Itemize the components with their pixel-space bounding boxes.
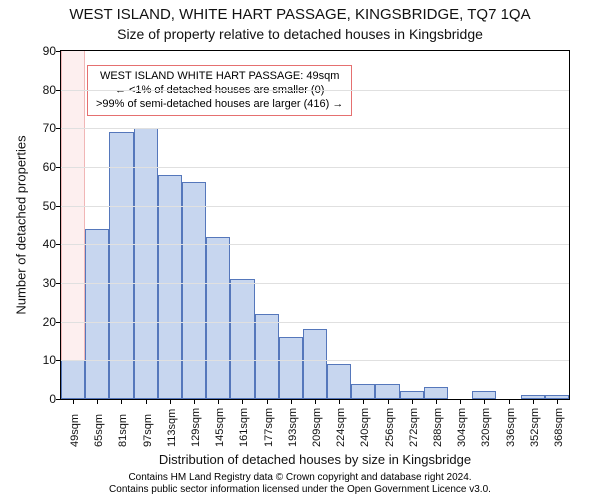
highlight-band: [61, 51, 85, 399]
bar: [255, 314, 279, 399]
bar: [279, 337, 303, 399]
xtick-mark: [291, 399, 292, 404]
gridline: [61, 128, 569, 129]
xtick-mark: [388, 399, 389, 404]
xtick-label: 65sqm: [93, 414, 105, 447]
ytick-label: 0: [26, 392, 56, 406]
bar: [206, 237, 230, 399]
xtick-mark: [73, 399, 74, 404]
bar: [351, 384, 375, 399]
annotation-line: WEST ISLAND WHITE HART PASSAGE: 49sqm: [96, 70, 343, 84]
bar: [85, 229, 109, 399]
ytick-label: 70: [26, 121, 56, 135]
plot-area: Number of detached properties Distributi…: [60, 50, 570, 400]
footer-line: Contains HM Land Registry data © Crown c…: [0, 472, 600, 484]
xtick-label: 224sqm: [335, 408, 347, 447]
bar: [61, 360, 85, 399]
bar: [158, 175, 182, 399]
gridline: [61, 206, 569, 207]
xtick-label: 272sqm: [408, 408, 420, 447]
ytick-mark: [56, 167, 61, 168]
xtick-mark: [267, 399, 268, 404]
chart-container: WEST ISLAND, WHITE HART PASSAGE, KINGSBR…: [0, 0, 600, 500]
ytick-mark: [56, 128, 61, 129]
xtick-label: 113sqm: [166, 409, 178, 447]
page-title-line1: WEST ISLAND, WHITE HART PASSAGE, KINGSBR…: [0, 6, 600, 23]
ytick-mark: [56, 206, 61, 207]
ytick-label: 30: [26, 276, 56, 290]
xtick-mark: [533, 399, 534, 404]
xtick-label: 81sqm: [117, 414, 129, 447]
page-title-line2: Size of property relative to detached ho…: [0, 26, 600, 42]
xtick-mark: [509, 399, 510, 404]
footer-caption: Contains HM Land Registry data © Crown c…: [0, 472, 600, 496]
xtick-label: 209sqm: [311, 408, 323, 447]
xtick-label: 352sqm: [529, 408, 541, 447]
bar: [303, 329, 327, 399]
xtick-label: 145sqm: [214, 408, 226, 447]
ytick-mark: [56, 322, 61, 323]
xtick-label: 304sqm: [456, 408, 468, 447]
xtick-label: 49sqm: [69, 414, 81, 447]
xtick-mark: [484, 399, 485, 404]
xtick-mark: [218, 399, 219, 404]
bar: [327, 364, 351, 399]
xtick-label: 240sqm: [359, 408, 371, 447]
ytick-label: 90: [26, 44, 56, 58]
xtick-label: 336sqm: [505, 408, 517, 447]
ytick-label: 40: [26, 237, 56, 251]
ytick-label: 60: [26, 160, 56, 174]
xtick-label: 97sqm: [142, 414, 154, 447]
ytick-label: 80: [26, 83, 56, 97]
ytick-mark: [56, 283, 61, 284]
bar: [109, 132, 133, 399]
ytick-mark: [56, 244, 61, 245]
footer-line: Contains public sector information licen…: [0, 484, 600, 496]
xtick-label: 320sqm: [480, 408, 492, 447]
xtick-label: 193sqm: [287, 408, 299, 447]
xtick-mark: [170, 399, 171, 404]
ytick-mark: [56, 90, 61, 91]
x-axis-label: Distribution of detached houses by size …: [61, 452, 569, 467]
gridline: [61, 90, 569, 91]
xtick-label: 256sqm: [384, 408, 396, 447]
bar: [472, 391, 496, 399]
xtick-label: 368sqm: [553, 408, 565, 447]
ytick-label: 20: [26, 315, 56, 329]
xtick-mark: [194, 399, 195, 404]
ytick-mark: [56, 51, 61, 52]
ytick-label: 10: [26, 353, 56, 367]
xtick-mark: [242, 399, 243, 404]
bar: [375, 384, 399, 399]
xtick-mark: [97, 399, 98, 404]
xtick-label: 161sqm: [238, 408, 250, 447]
xtick-mark: [557, 399, 558, 404]
bar: [134, 128, 158, 399]
ytick-mark: [56, 399, 61, 400]
xtick-mark: [460, 399, 461, 404]
xtick-mark: [436, 399, 437, 404]
gridline: [61, 167, 569, 168]
xtick-mark: [412, 399, 413, 404]
gridline: [61, 244, 569, 245]
ytick-label: 50: [26, 199, 56, 213]
xtick-mark: [146, 399, 147, 404]
xtick-mark: [339, 399, 340, 404]
gridline: [61, 360, 569, 361]
bar: [230, 279, 254, 399]
bar: [400, 391, 424, 399]
bar: [182, 182, 206, 399]
gridline: [61, 283, 569, 284]
ytick-mark: [56, 360, 61, 361]
xtick-label: 177sqm: [263, 408, 275, 447]
annotation-line: >99% of semi-detached houses are larger …: [96, 98, 343, 112]
xtick-mark: [363, 399, 364, 404]
gridline: [61, 322, 569, 323]
xtick-mark: [315, 399, 316, 404]
xtick-label: 288sqm: [432, 408, 444, 447]
xtick-mark: [121, 399, 122, 404]
bar: [424, 387, 448, 399]
xtick-label: 129sqm: [190, 408, 202, 447]
